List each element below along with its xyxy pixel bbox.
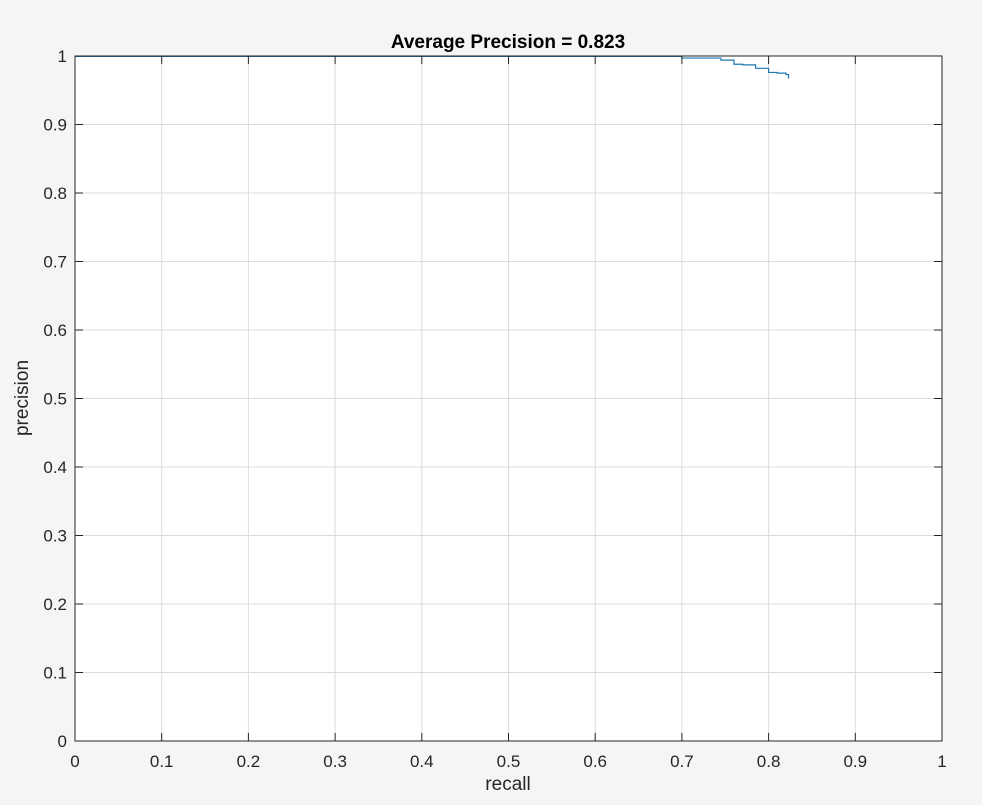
y-tick-label: 0.6 [43,321,67,340]
y-tick-label: 0.9 [43,116,67,135]
y-tick-label: 0.8 [43,184,67,203]
y-tick-label: 0 [58,732,67,751]
y-tick-label: 1 [58,47,67,66]
y-tick-label: 0.2 [43,595,67,614]
tick-marks [74,55,943,742]
y-tick-label: 0.3 [43,527,67,546]
x-tick-label: 0.7 [670,752,694,771]
y-tick-labels: 0 0.1 0.2 0.3 0.4 0.5 0.6 0.7 0.8 0.9 1 [43,47,67,751]
x-tick-label: 0.4 [410,752,434,771]
y-tick-label: 0.4 [43,458,67,477]
x-tick-label: 0.3 [323,752,347,771]
x-tick-label: 1 [937,752,946,771]
y-tick-label: 0.5 [43,390,67,409]
chart-title: Average Precision = 0.823 [391,32,625,53]
y-axis-label: precision [12,360,33,436]
x-tick-label: 0 [70,752,79,771]
y-tick-label: 0.7 [43,253,67,272]
x-tick-label: 0.5 [497,752,521,771]
x-tick-label: 0.9 [843,752,867,771]
x-tick-label: 0.8 [757,752,781,771]
grid-lines [75,56,942,741]
x-tick-label: 0.6 [583,752,607,771]
y-tick-label: 0.1 [43,664,67,683]
pr-curve-line [75,55,790,79]
x-axis-label: recall [485,774,530,795]
x-tick-label: 0.2 [237,752,261,771]
series-layer [75,55,790,79]
x-tick-label: 0.1 [150,752,174,771]
x-tick-labels: 0 0.1 0.2 0.3 0.4 0.5 0.6 0.7 0.8 0.9 1 [70,752,946,771]
